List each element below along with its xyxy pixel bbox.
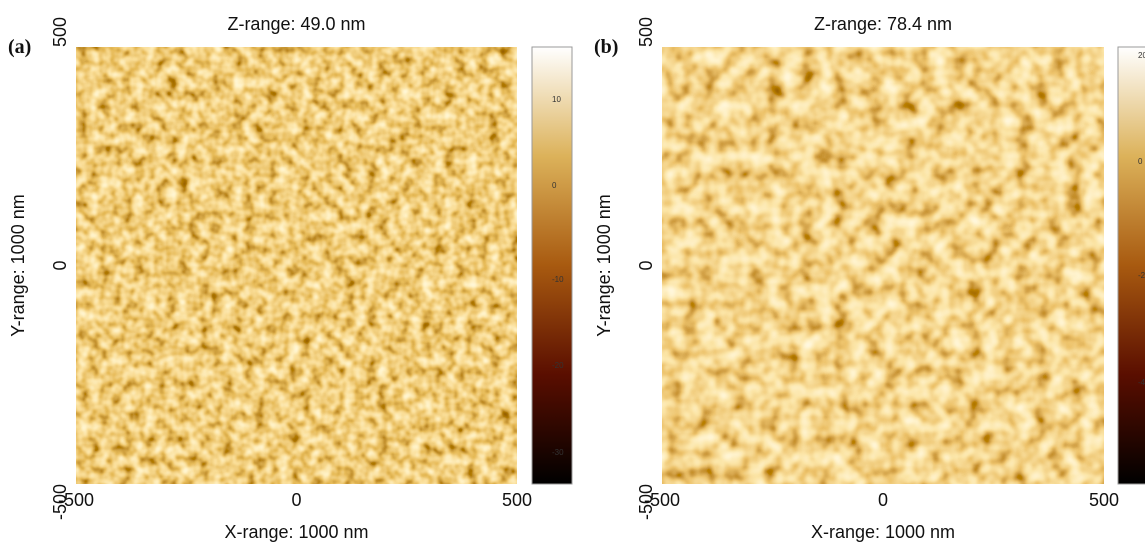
colorbar — [1118, 47, 1145, 484]
afm-image — [76, 47, 517, 484]
x-axis-label: X-range: 1000 nm — [224, 522, 368, 542]
y-tick-label: -500 — [636, 484, 656, 520]
y-tick-label: 500 — [50, 17, 70, 47]
y-tick-label: -500 — [50, 484, 70, 520]
x-tick-label: 500 — [1089, 490, 1119, 510]
panel-label: (a) — [8, 36, 31, 58]
colorbar-tick-label: -20 — [1138, 271, 1145, 280]
colorbar-tick-label: 0 — [1138, 157, 1143, 166]
x-tick-label: 0 — [878, 490, 888, 510]
colorbar-tick-label: -30 — [552, 448, 564, 457]
z-range-title: Z-range: 78.4 nm — [814, 14, 952, 34]
x-tick-label: 0 — [291, 490, 301, 510]
figure: (a) Z-range: 49.0 nm X-range: 1000 nm Y-ran… — [0, 0, 1145, 547]
afm-image — [662, 47, 1104, 484]
y-tick-label: 500 — [636, 17, 656, 47]
colorbar-tick-label: 20 — [1138, 51, 1145, 60]
y-axis-label: Y-range: 1000 nm — [8, 194, 28, 336]
panel-label: (b) — [594, 36, 618, 58]
x-tick-label: 500 — [502, 490, 532, 510]
colorbar — [532, 47, 572, 484]
colorbar-tick-label: -20 — [552, 361, 564, 370]
colorbar-tick-label: 10 — [552, 95, 561, 104]
y-axis-label: Y-range: 1000 nm — [594, 194, 614, 336]
colorbar-tick-label: -10 — [552, 275, 564, 284]
colorbar-tick-label: 0 — [552, 181, 557, 190]
y-tick-label: 0 — [50, 260, 70, 270]
x-axis-label: X-range: 1000 nm — [811, 522, 955, 542]
y-tick-label: 0 — [636, 260, 656, 270]
colorbar-tick-label: -40 — [1138, 378, 1145, 387]
z-range-title: Z-range: 49.0 nm — [227, 14, 365, 34]
